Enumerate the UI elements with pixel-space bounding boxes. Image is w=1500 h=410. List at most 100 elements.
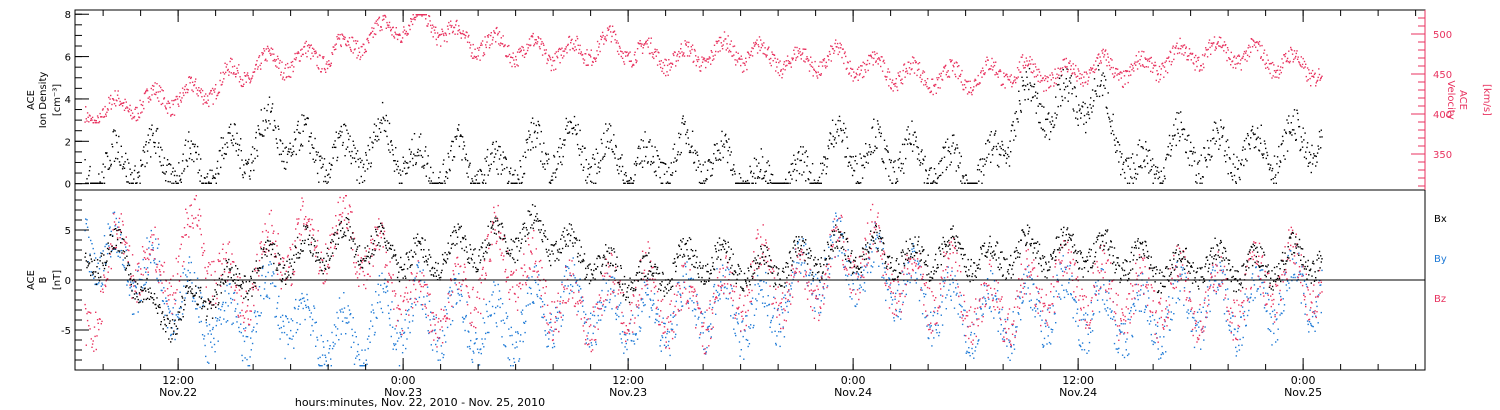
velocity-series-point [99, 112, 101, 115]
density-series-point [1165, 159, 1167, 161]
velocity-series-point [583, 59, 586, 61]
density-series-point [428, 180, 430, 182]
by-series-point [705, 353, 707, 355]
velocity-series-point [1045, 89, 1047, 92]
by-series-point [434, 329, 436, 331]
by-series-point [338, 297, 341, 299]
density-series-point [700, 170, 702, 173]
velocity-series-point [743, 62, 746, 65]
velocity-series-point [1100, 62, 1102, 64]
velocity-series-point [863, 62, 866, 65]
velocity-series-point [186, 88, 188, 90]
density-series-point [1003, 154, 1006, 157]
velocity-series-point [462, 30, 464, 32]
by-series-point [214, 351, 216, 353]
velocity-series-point [440, 33, 442, 36]
by-series-point [251, 342, 254, 345]
density-series-point [276, 147, 279, 149]
velocity-series-point [343, 38, 346, 40]
density-series-point [324, 175, 326, 178]
velocity-series-point [672, 53, 674, 55]
density-series-point [766, 162, 768, 164]
density-series-point [255, 137, 257, 139]
density-series-point [562, 155, 564, 158]
velocity-series-point [573, 49, 576, 52]
density-series-point [410, 151, 412, 153]
density-series-point [123, 167, 126, 169]
by-series-point [275, 315, 277, 318]
density-series-point [214, 177, 216, 179]
by-series-point [554, 328, 556, 330]
by-series-point [530, 293, 532, 295]
velocity-series-point [363, 51, 366, 54]
density-series-point [183, 170, 185, 172]
by-series-point [107, 223, 109, 225]
velocity-series-point [380, 26, 382, 28]
by-series-point [640, 327, 642, 329]
by-series-point [368, 328, 371, 330]
density-series-point [867, 162, 869, 164]
density-series-point [535, 146, 537, 148]
by-series-point [216, 320, 218, 322]
velocity-series-point [600, 38, 602, 41]
velocity-series-point [832, 48, 834, 50]
by-series-point [714, 301, 716, 303]
density-series-point [663, 173, 666, 175]
density-series-point [1086, 106, 1089, 109]
velocity-series-point [262, 52, 264, 54]
velocity-series-point [926, 85, 928, 88]
density-series-point [1047, 113, 1049, 115]
by-series-point [480, 352, 482, 355]
density-series-point [352, 140, 354, 142]
density-series-point [844, 156, 846, 158]
velocity-series-point [793, 49, 795, 51]
density-series-point [880, 132, 882, 135]
by-series-point [547, 345, 549, 347]
velocity-series-point [1065, 57, 1067, 60]
density-series-point [376, 135, 379, 138]
density-series-point [176, 174, 178, 177]
velocity-series-point [238, 81, 241, 83]
velocity-series-point [608, 26, 611, 28]
density-series-point [558, 156, 561, 158]
density-series-point [245, 159, 247, 161]
velocity-series-point [337, 33, 339, 36]
velocity-series-point [864, 69, 866, 71]
by-series-point [375, 316, 377, 319]
velocity-series-point [1303, 67, 1305, 69]
by-series-point [156, 247, 159, 249]
density-series-point [1158, 171, 1160, 174]
density-series-point [1142, 147, 1144, 150]
density-series-point [525, 156, 527, 159]
by-series-point [696, 302, 699, 304]
velocity-series-point [755, 41, 757, 44]
velocity-series-point [175, 98, 177, 101]
density-series-point [477, 170, 479, 172]
velocity-series-point [211, 93, 213, 95]
density-series-point [860, 157, 862, 159]
density-series-point [1170, 149, 1172, 151]
velocity-series-point [264, 59, 266, 62]
density-series-point [480, 170, 482, 172]
density-series-point [367, 144, 369, 147]
by-series-point [291, 338, 293, 340]
density-series-point [398, 182, 401, 184]
velocity-series-point [429, 20, 431, 22]
velocity-series-point [401, 37, 404, 39]
velocity-series-point [231, 58, 233, 60]
velocity-series-point [274, 60, 276, 62]
velocity-series-point [635, 59, 637, 61]
by-series-point [101, 284, 104, 286]
velocity-series-point [758, 45, 760, 48]
density-series-point [280, 153, 282, 155]
density-series-point [151, 134, 154, 137]
by-series-point [549, 329, 551, 331]
velocity-series-point [1173, 53, 1176, 55]
density-series-point [1206, 139, 1209, 142]
density-series-point [291, 151, 293, 154]
by-series-point [476, 348, 479, 350]
velocity-series-point [365, 50, 367, 53]
density-series-point [484, 157, 486, 160]
density-series-point [957, 165, 959, 167]
density-series-point [1037, 105, 1039, 107]
